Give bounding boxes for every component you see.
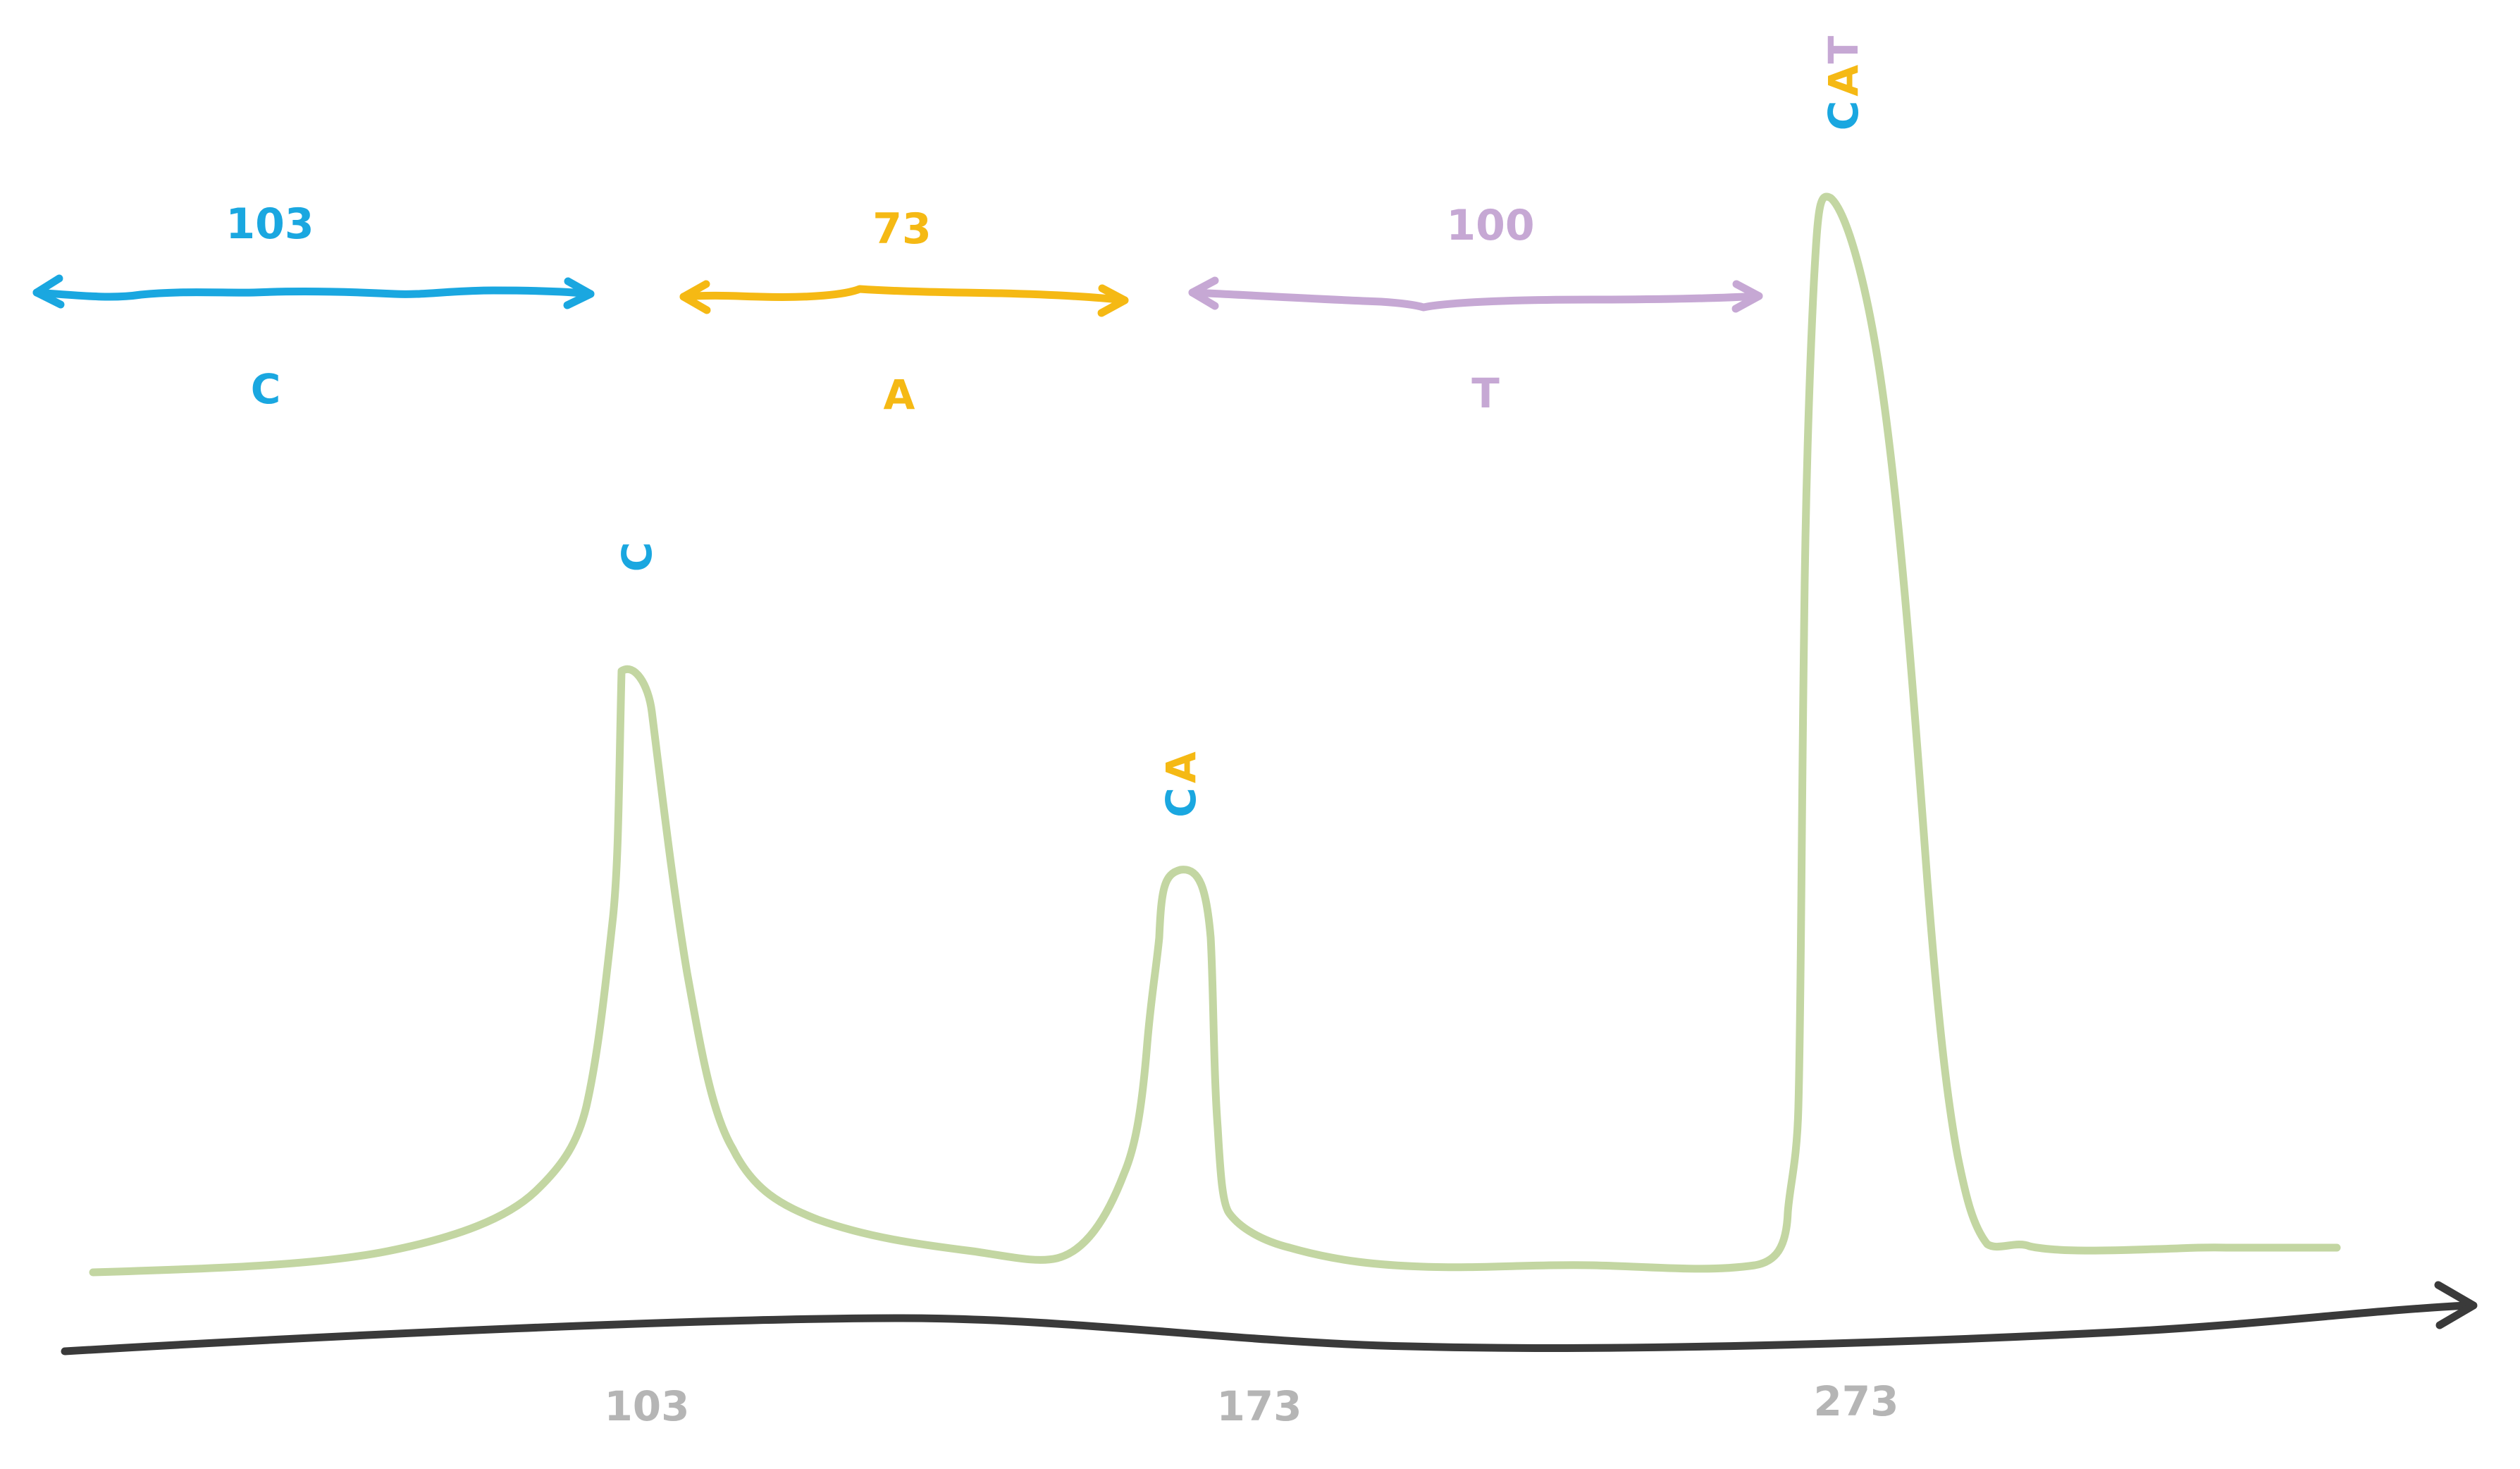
peak-173-label-c: C — [1157, 783, 1205, 818]
segment-t-arrowhead-left — [1188, 276, 1219, 310]
segment-c-base: C — [251, 365, 281, 413]
peak-label-103: C — [613, 542, 661, 572]
axis-tick-273: 273 — [1813, 1377, 1898, 1425]
segment-a-arrow — [679, 285, 1129, 305]
svg-text:CA: CA — [1157, 747, 1205, 817]
segment-a-arrowhead-left — [679, 280, 711, 314]
segment-t-arrowhead-right — [1731, 280, 1763, 313]
segment-a-base: A — [884, 371, 915, 419]
x-axis-line — [61, 1301, 2471, 1356]
segment-a-length: 73 — [872, 204, 932, 254]
peak-103-label-c: C — [613, 542, 661, 572]
peak-trace — [89, 192, 2341, 1277]
segment-t-length: 100 — [1446, 201, 1534, 250]
segment-t: 100 T — [1188, 201, 1763, 417]
segment-c-arrowhead-right — [563, 277, 595, 309]
svg-text:C: C — [613, 542, 661, 572]
segment-c-arrow — [32, 286, 595, 301]
x-axis-arrowhead — [2434, 1281, 2478, 1329]
axis-tick-103: 103 — [604, 1382, 689, 1430]
segment-c-arrowhead-left — [32, 274, 65, 309]
peak-label-273: CAT — [1820, 32, 1867, 131]
svg-text:CAT: CAT — [1820, 32, 1867, 131]
peak-273-label-c: C — [1820, 97, 1867, 131]
peak-173-label-a: A — [1157, 747, 1205, 783]
segment-c: 103 C — [32, 199, 595, 413]
peak-273-label-a: A — [1820, 63, 1867, 96]
peak-label-173: CA — [1157, 747, 1205, 817]
peak-273-label-t: T — [1820, 32, 1867, 64]
segment-t-arrow — [1188, 288, 1763, 312]
segment-a: 73 A — [679, 204, 1129, 419]
axis-tick-173: 173 — [1216, 1382, 1302, 1430]
segment-c-length: 103 — [226, 199, 314, 249]
segment-t-base: T — [1471, 369, 1500, 417]
segment-a-arrowhead-right — [1097, 284, 1129, 317]
